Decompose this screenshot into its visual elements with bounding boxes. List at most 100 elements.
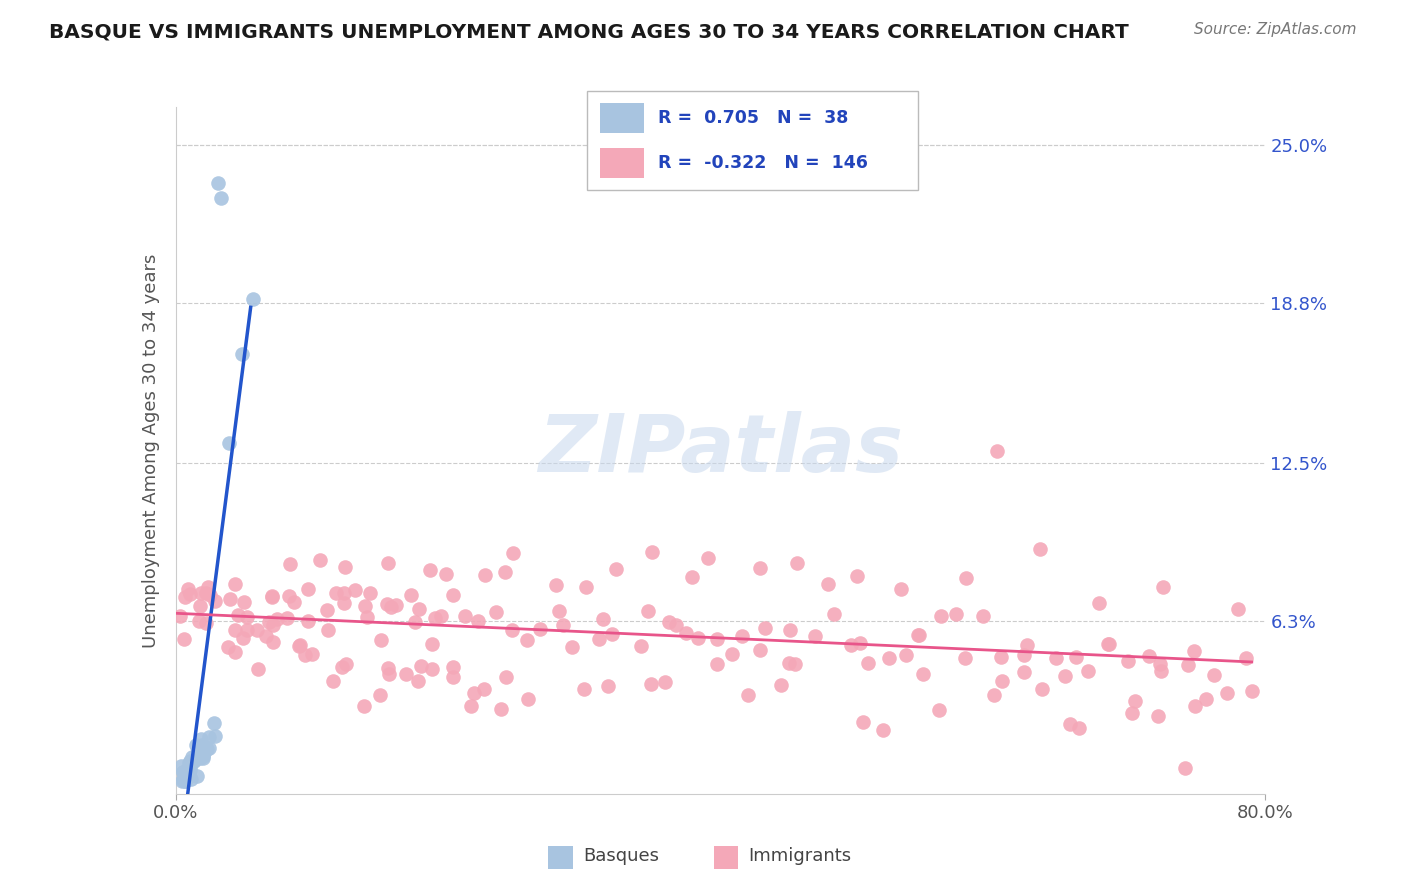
Point [179,769,201,783]
Point [675,625,697,640]
Point [409,658,432,673]
Point [179,586,201,600]
Point [1177,658,1199,673]
Point [443,588,465,602]
Point [1195,692,1218,706]
Point [1029,542,1052,557]
Point [592,612,614,626]
Point [1059,716,1081,731]
Point [190,599,212,614]
Point [333,596,356,610]
Point [1240,684,1263,698]
Point [377,557,399,571]
Point [1054,668,1077,682]
Point [1064,650,1087,665]
Point [188,614,211,628]
Point [955,571,977,585]
Point [769,678,792,692]
Point [301,647,323,661]
Point [173,591,195,605]
Point [266,612,288,626]
Point [986,444,1008,458]
Point [731,629,754,643]
Point [174,774,197,789]
Point [748,561,770,575]
Point [529,622,551,636]
Point [277,589,299,603]
Point [945,607,967,621]
Point [359,586,381,600]
Point [754,621,776,635]
Point [177,768,200,782]
Point [404,615,426,629]
Point [173,765,195,780]
Point [491,702,513,716]
Point [183,754,205,768]
FancyBboxPatch shape [586,91,918,190]
Point [194,586,217,600]
Text: BASQUE VS IMMIGRANTS UNEMPLOYMENT AMONG AGES 30 TO 34 YEARS CORRELATION CHART: BASQUE VS IMMIGRANTS UNEMPLOYMENT AMONG … [49,22,1129,41]
Point [494,565,516,579]
Point [246,623,269,637]
Point [172,773,194,788]
Point [232,632,254,646]
Point [177,760,200,774]
Point [839,638,862,652]
Point [419,563,441,577]
Point [318,624,340,638]
Point [375,597,398,611]
Point [195,616,218,631]
Point [658,615,681,629]
Point [169,609,191,624]
Point [953,650,976,665]
Point [1012,648,1035,663]
Point [385,599,408,613]
Point [232,595,254,609]
Point [516,633,538,648]
Point [640,677,662,691]
Point [495,670,517,684]
Point [190,732,212,747]
Point [179,754,201,768]
Point [517,691,540,706]
Point [254,629,277,643]
Point [547,604,569,618]
Point [460,699,482,714]
Point [501,624,523,638]
Point [1137,648,1160,663]
Point [181,755,204,769]
Point [188,750,211,764]
Point [394,667,416,681]
Point [546,578,568,592]
Point [588,632,610,646]
Point [785,657,807,672]
Point [420,662,443,676]
Text: R =  -0.322   N =  146: R = -0.322 N = 146 [658,154,868,172]
Point [778,657,800,671]
Point [191,751,214,765]
Point [911,666,934,681]
Point [1012,665,1035,679]
Point [872,723,894,737]
Point [186,769,208,783]
Text: R =  0.705   N =  38: R = 0.705 N = 38 [658,109,848,127]
Point [600,627,623,641]
Point [553,618,575,632]
Point [823,607,845,621]
Point [1174,761,1197,775]
Point [877,651,900,665]
Point [218,436,240,450]
Point [706,632,728,646]
Point [204,594,226,608]
Point [907,627,929,641]
Point [408,602,430,616]
Point [378,667,401,681]
Point [377,661,399,675]
Point [1123,694,1146,708]
Point [177,756,200,770]
Point [572,681,595,696]
Point [890,582,912,597]
Point [654,675,676,690]
Point [474,568,496,582]
Point [637,604,659,618]
